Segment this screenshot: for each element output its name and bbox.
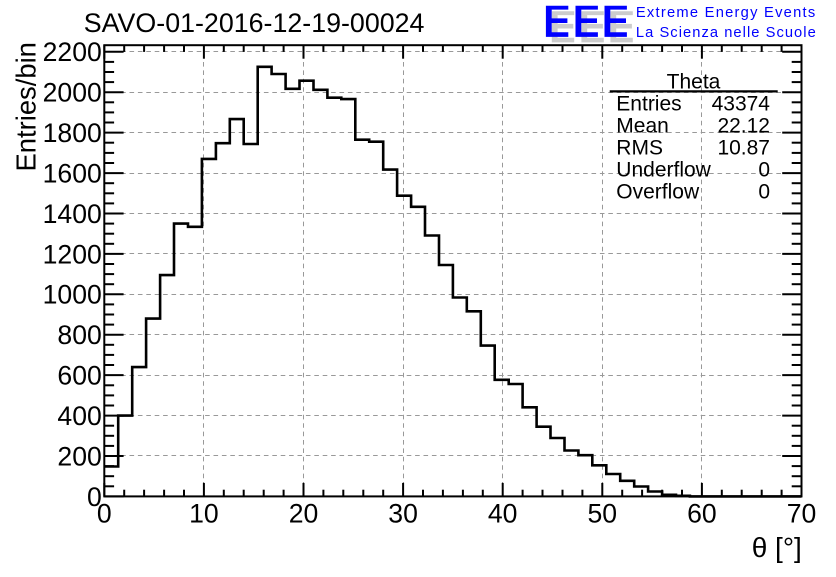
svg-text:60: 60: [687, 498, 717, 528]
svg-text:10: 10: [189, 498, 219, 528]
svg-text:RMS: RMS: [616, 137, 663, 160]
svg-text:22.12: 22.12: [717, 114, 770, 137]
svg-text:SAVO-01-2016-12-19-00024: SAVO-01-2016-12-19-00024: [84, 8, 425, 38]
svg-text:La Scienza nelle Scuole: La Scienza nelle Scuole: [636, 25, 817, 41]
svg-text:1000: 1000: [43, 280, 102, 310]
svg-text:50: 50: [588, 498, 618, 528]
svg-text:0: 0: [97, 498, 112, 528]
svg-text:43374: 43374: [712, 92, 771, 115]
svg-text:Entries/bin: Entries/bin: [10, 42, 41, 171]
svg-text:Extreme Energy Events: Extreme Energy Events: [636, 5, 817, 21]
svg-text:70: 70: [787, 498, 817, 528]
svg-text:0: 0: [87, 482, 102, 512]
svg-text:20: 20: [289, 498, 319, 528]
svg-text:600: 600: [57, 361, 101, 391]
svg-text:30: 30: [388, 498, 418, 528]
svg-text:400: 400: [57, 401, 101, 431]
svg-text:1200: 1200: [43, 239, 102, 269]
svg-text:0: 0: [758, 159, 770, 182]
svg-text:1400: 1400: [43, 199, 102, 229]
svg-text:2000: 2000: [43, 78, 102, 108]
svg-text:200: 200: [57, 441, 101, 471]
svg-text:2200: 2200: [43, 37, 102, 67]
svg-text:10.87: 10.87: [717, 137, 770, 160]
svg-text:Mean: Mean: [616, 114, 669, 137]
svg-text:Theta: Theta: [667, 70, 721, 93]
svg-text:800: 800: [57, 320, 101, 350]
svg-text:1600: 1600: [43, 159, 102, 189]
svg-text:0: 0: [758, 181, 770, 204]
svg-text:Underflow: Underflow: [616, 159, 711, 182]
svg-text:1800: 1800: [43, 118, 102, 148]
svg-text:40: 40: [488, 498, 518, 528]
svg-text:Entries: Entries: [616, 92, 681, 115]
svg-text:Overflow: Overflow: [616, 181, 700, 204]
svg-text:θ [°]: θ [°]: [752, 532, 802, 563]
